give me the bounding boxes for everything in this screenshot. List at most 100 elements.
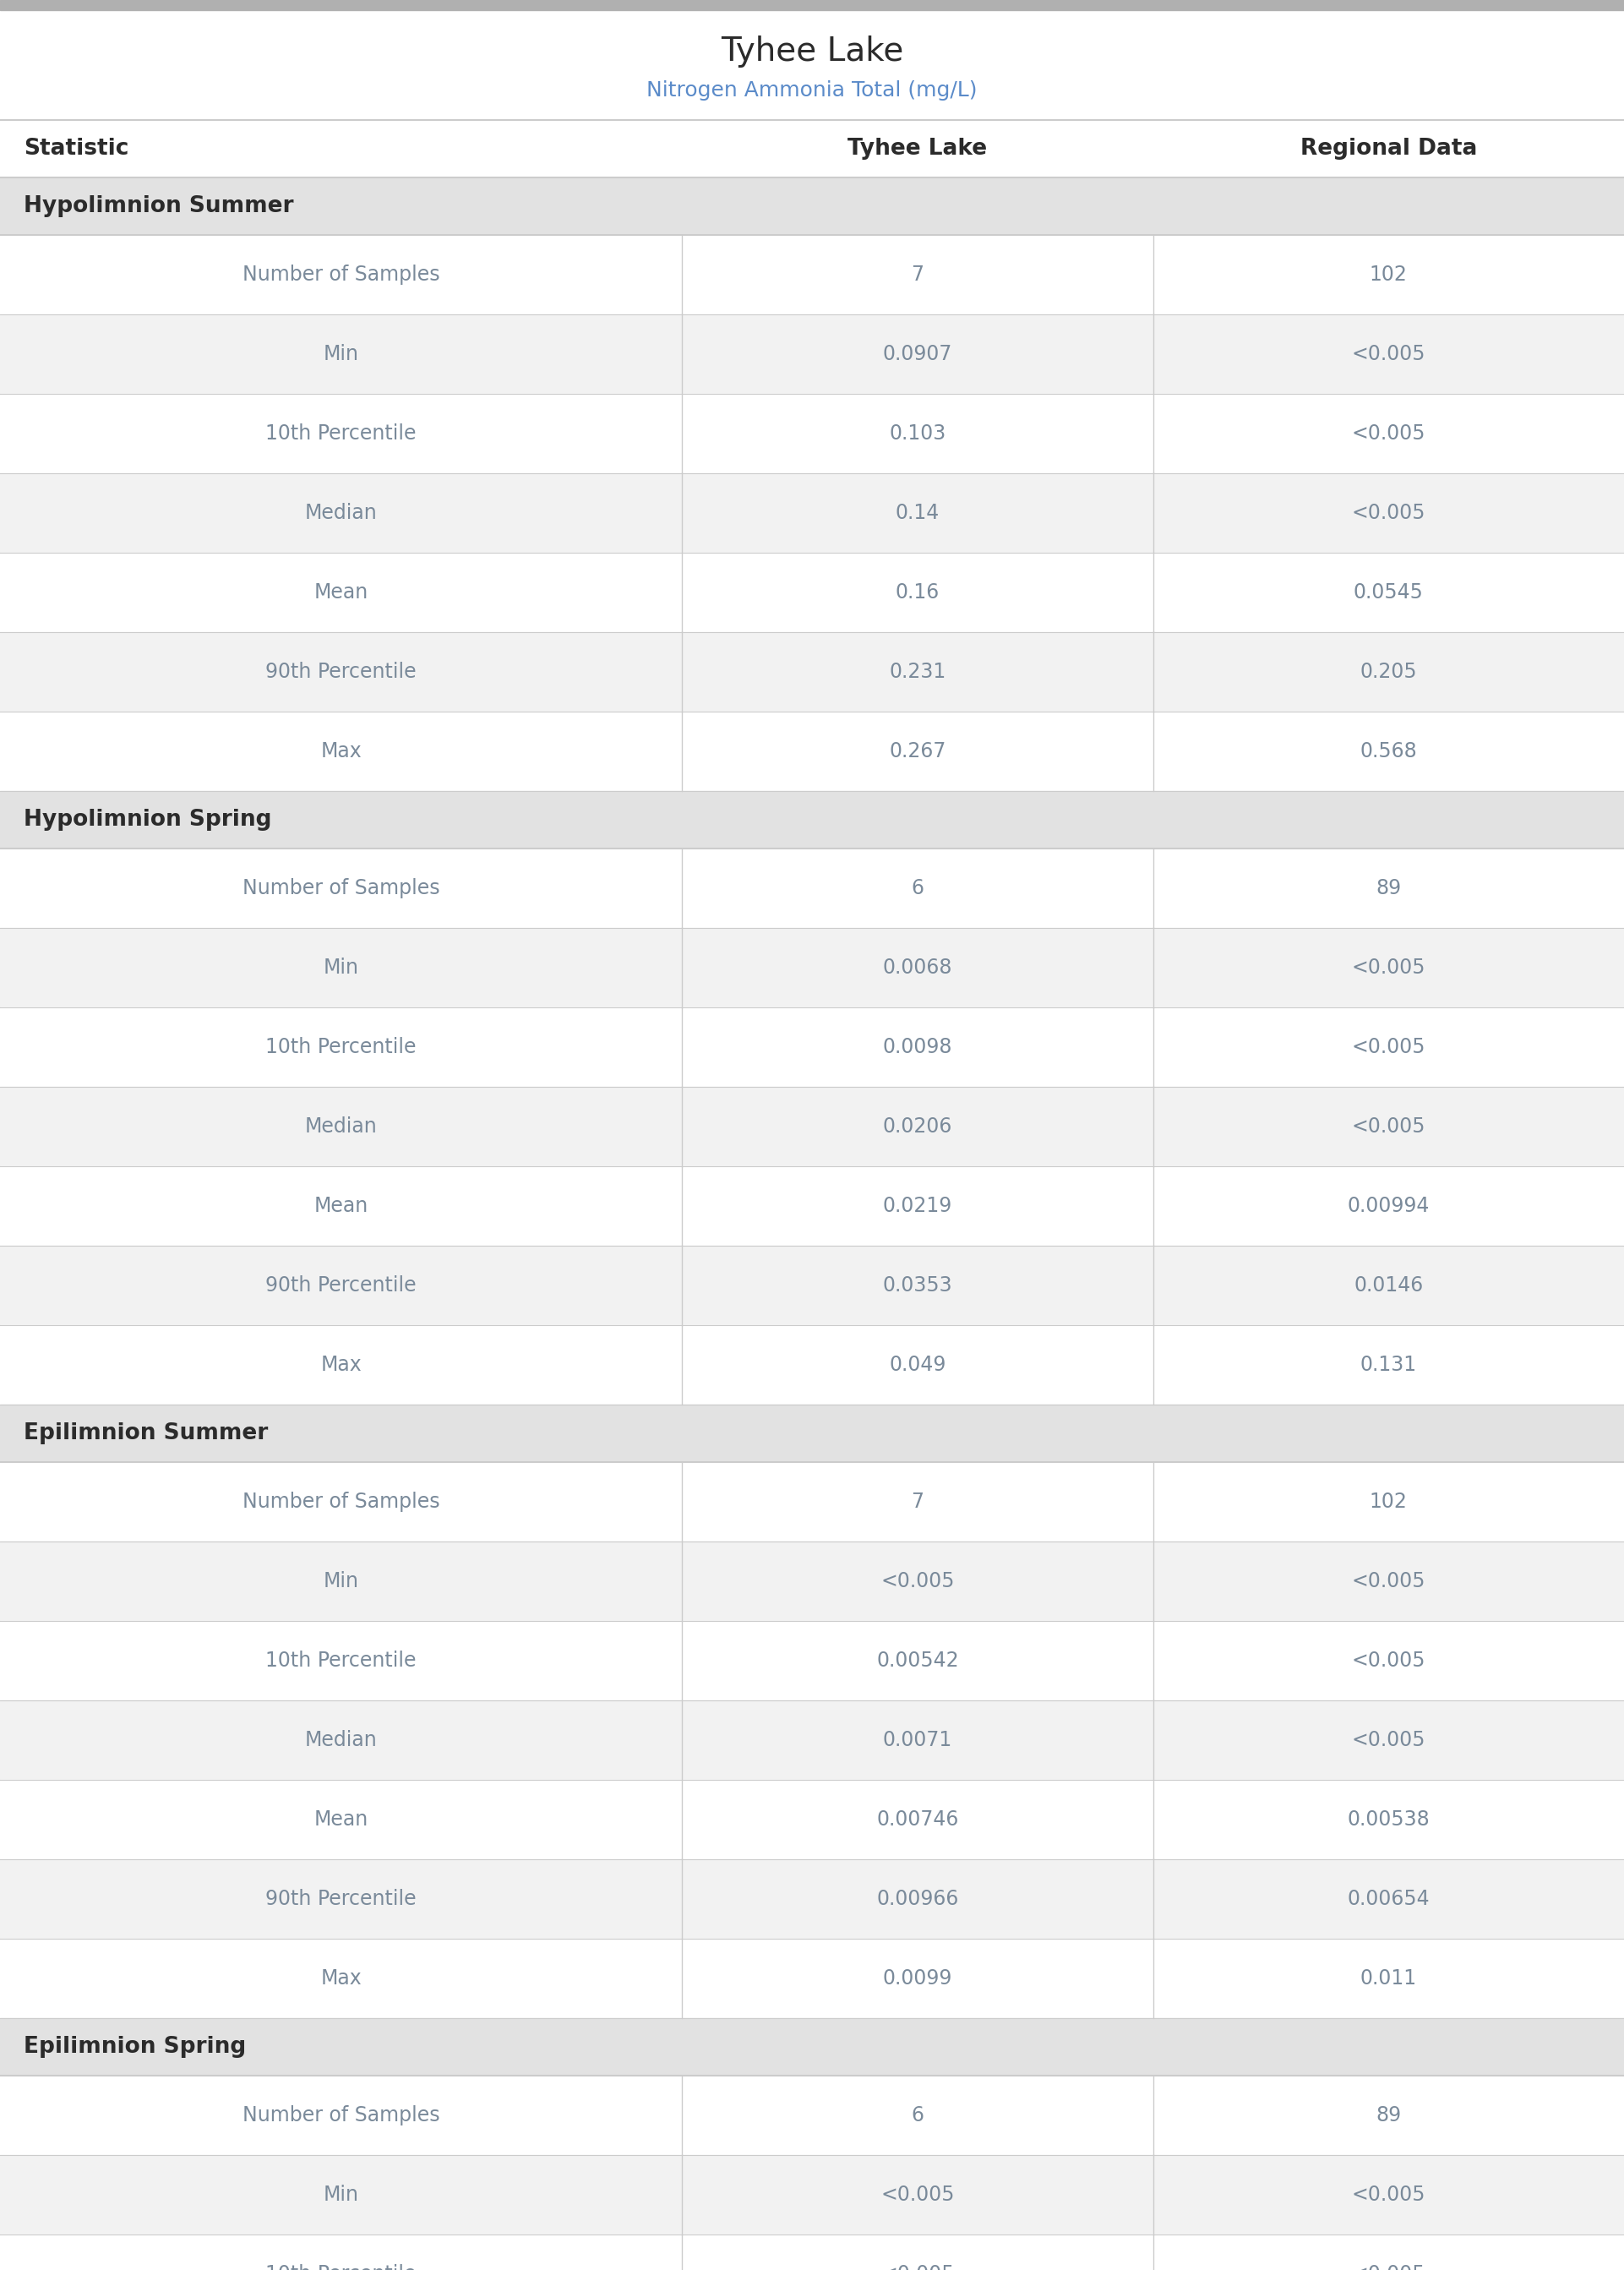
Bar: [0, 1700, 1624, 1780]
Text: 90th Percentile: 90th Percentile: [266, 1276, 416, 1296]
Text: Number of Samples: Number of Samples: [242, 878, 440, 899]
Text: 89: 89: [1376, 878, 1402, 899]
Bar: [0, 120, 1624, 177]
Text: <0.005: <0.005: [1351, 1730, 1426, 1750]
Text: Median: Median: [305, 1730, 377, 1750]
Bar: [0, 177, 1624, 234]
Text: 0.00654: 0.00654: [1348, 1889, 1429, 1909]
Bar: [0, 849, 1624, 928]
Bar: [0, 1462, 1624, 1541]
Text: 0.049: 0.049: [888, 1355, 947, 1376]
Text: Nitrogen Ammonia Total (mg/L): Nitrogen Ammonia Total (mg/L): [646, 79, 978, 100]
Bar: [0, 1621, 1624, 1700]
Text: 0.267: 0.267: [888, 742, 947, 760]
Text: Number of Samples: Number of Samples: [242, 1491, 440, 1512]
Text: <0.005: <0.005: [1351, 1037, 1426, 1058]
Text: 0.205: 0.205: [1359, 663, 1418, 681]
Text: Mean: Mean: [313, 583, 369, 602]
Text: Epilimnion Summer: Epilimnion Summer: [24, 1423, 268, 1444]
Text: Min: Min: [323, 1571, 359, 1591]
Text: Max: Max: [320, 742, 362, 760]
Text: Median: Median: [305, 504, 377, 522]
Bar: [0, 393, 1624, 472]
Text: 0.0206: 0.0206: [883, 1117, 952, 1137]
Text: 0.0071: 0.0071: [883, 1730, 952, 1750]
Text: 6: 6: [911, 878, 924, 899]
Bar: [0, 472, 1624, 552]
Text: 90th Percentile: 90th Percentile: [266, 1889, 416, 1909]
Text: Mean: Mean: [313, 1196, 369, 1217]
Text: <0.005: <0.005: [1351, 1571, 1426, 1591]
Text: Hypolimnion Summer: Hypolimnion Summer: [24, 195, 294, 218]
Text: <0.005: <0.005: [1351, 1650, 1426, 1671]
Text: Number of Samples: Number of Samples: [242, 2104, 440, 2125]
Text: 0.0219: 0.0219: [883, 1196, 952, 1217]
Bar: [0, 2075, 1624, 2154]
Text: Hypolimnion Spring: Hypolimnion Spring: [24, 808, 271, 831]
Text: <0.005: <0.005: [1351, 2263, 1426, 2270]
Text: <0.005: <0.005: [880, 1571, 955, 1591]
Text: 0.011: 0.011: [1361, 1968, 1416, 1989]
Bar: [0, 1859, 1624, 1939]
Text: Tyhee Lake: Tyhee Lake: [721, 36, 903, 68]
Bar: [0, 1246, 1624, 1326]
Text: 89: 89: [1376, 2104, 1402, 2125]
Text: 0.00746: 0.00746: [877, 1809, 958, 1830]
Text: 0.131: 0.131: [1361, 1355, 1416, 1376]
Text: 7: 7: [911, 1491, 924, 1512]
Text: 0.568: 0.568: [1359, 742, 1418, 760]
Bar: [0, 1780, 1624, 1859]
Text: <0.005: <0.005: [880, 2263, 955, 2270]
Text: 10th Percentile: 10th Percentile: [266, 2263, 416, 2270]
Bar: [0, 2234, 1624, 2270]
Bar: [0, 234, 1624, 313]
Text: Regional Data: Regional Data: [1301, 138, 1476, 159]
Text: 0.0545: 0.0545: [1353, 583, 1424, 602]
Bar: [0, 1008, 1624, 1087]
Text: Min: Min: [323, 345, 359, 363]
Text: 6: 6: [911, 2104, 924, 2125]
Text: 0.16: 0.16: [895, 583, 940, 602]
Bar: [0, 1326, 1624, 1405]
Text: Number of Samples: Number of Samples: [242, 266, 440, 284]
Bar: [0, 711, 1624, 790]
Text: 0.14: 0.14: [895, 504, 940, 522]
Text: 0.0353: 0.0353: [883, 1276, 952, 1296]
Bar: [0, 2154, 1624, 2234]
Text: Tyhee Lake: Tyhee Lake: [848, 138, 987, 159]
Text: Epilimnion Spring: Epilimnion Spring: [24, 2036, 247, 2059]
Text: 10th Percentile: 10th Percentile: [266, 424, 416, 443]
Bar: [0, 928, 1624, 1008]
Text: <0.005: <0.005: [880, 2184, 955, 2204]
Text: 10th Percentile: 10th Percentile: [266, 1037, 416, 1058]
Text: Min: Min: [323, 2184, 359, 2204]
Bar: [0, 790, 1624, 849]
Text: 0.00538: 0.00538: [1348, 1809, 1429, 1830]
Text: 0.0146: 0.0146: [1354, 1276, 1423, 1296]
Text: 0.231: 0.231: [890, 663, 945, 681]
Text: 0.0907: 0.0907: [883, 345, 952, 363]
Text: 0.0068: 0.0068: [883, 958, 952, 978]
Text: Min: Min: [323, 958, 359, 978]
Text: Median: Median: [305, 1117, 377, 1137]
Bar: [0, 313, 1624, 393]
Text: 0.0099: 0.0099: [883, 1968, 952, 1989]
Text: <0.005: <0.005: [1351, 1117, 1426, 1137]
Text: 0.00542: 0.00542: [877, 1650, 958, 1671]
Text: 102: 102: [1369, 266, 1408, 284]
Text: Max: Max: [320, 1355, 362, 1376]
Bar: [0, 1087, 1624, 1167]
Text: 7: 7: [911, 266, 924, 284]
Bar: [0, 2018, 1624, 2075]
Text: <0.005: <0.005: [1351, 424, 1426, 443]
Bar: [0, 1541, 1624, 1621]
Bar: [0, 1167, 1624, 1246]
Text: 0.00966: 0.00966: [877, 1889, 958, 1909]
Text: 10th Percentile: 10th Percentile: [266, 1650, 416, 1671]
Text: <0.005: <0.005: [1351, 504, 1426, 522]
Text: Mean: Mean: [313, 1809, 369, 1830]
Text: 0.103: 0.103: [890, 424, 945, 443]
Text: 90th Percentile: 90th Percentile: [266, 663, 416, 681]
Bar: [0, 552, 1624, 631]
Bar: [0, 9, 1624, 120]
